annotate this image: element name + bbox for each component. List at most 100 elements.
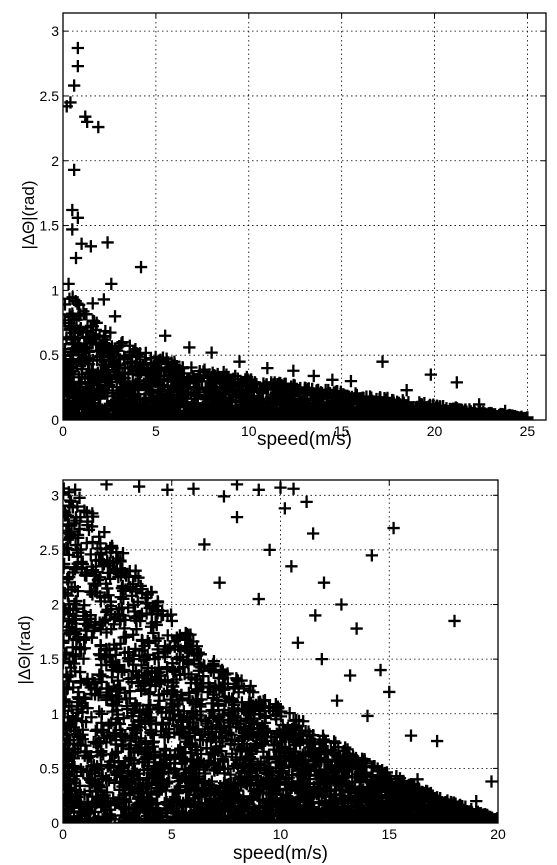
data-point: [84, 390, 98, 403]
data-point: [66, 203, 79, 217]
data-point: [195, 661, 208, 674]
data-point: [329, 395, 342, 408]
data-point: [86, 297, 99, 310]
data-point: [97, 293, 111, 306]
data-point: [63, 384, 72, 398]
data-point: [151, 412, 164, 420]
data-point: [242, 392, 255, 405]
data-point: [283, 396, 297, 409]
data-point: [353, 413, 367, 420]
data-point: [116, 738, 130, 751]
y-tick-label: 0.5: [40, 760, 60, 776]
x-tick-label: 5: [168, 826, 176, 842]
data-point: [192, 412, 205, 420]
y-tick-label: 1.5: [40, 218, 60, 234]
data-point: [71, 211, 85, 224]
data-point: [267, 378, 280, 391]
data-point: [156, 716, 170, 729]
data-point: [86, 314, 100, 327]
x-tick-label: 5: [152, 423, 160, 439]
data-point: [151, 607, 164, 620]
data-point: [71, 41, 85, 55]
data-point: [69, 251, 83, 265]
data-point: [183, 341, 196, 354]
data-point: [134, 260, 148, 274]
x-axis-label: speed(m/s): [257, 429, 352, 450]
data-point: [129, 642, 142, 656]
x-tick-label: 20: [427, 423, 443, 439]
data-point: [85, 377, 98, 390]
data-point: [134, 408, 147, 420]
data-point: [129, 393, 142, 407]
data-point: [72, 298, 86, 311]
y-tick-label: 2: [51, 597, 59, 613]
data-point: [173, 727, 186, 741]
data-point: [93, 530, 106, 543]
data-point: [256, 387, 270, 400]
data-point: [206, 386, 219, 399]
data-point: [498, 404, 512, 418]
data-point: [70, 360, 83, 373]
data-point: [225, 395, 239, 409]
data-point: [81, 115, 94, 129]
data-point: [79, 808, 92, 821]
data-point: [325, 412, 339, 420]
y-tick-label: 2: [51, 153, 59, 169]
data-point: [150, 356, 164, 369]
data-point: [221, 409, 235, 420]
data-point: [270, 713, 283, 726]
data-point: [101, 236, 114, 249]
data-point: [386, 393, 399, 407]
data-point: [78, 599, 91, 612]
data-point: [137, 763, 151, 777]
data-point: [205, 402, 218, 415]
data-point: [172, 744, 185, 757]
data-point: [394, 409, 407, 420]
data-point: [247, 686, 260, 699]
data-point: [146, 365, 159, 378]
data-point: [97, 346, 111, 359]
data-point: [207, 370, 220, 383]
data-point: [86, 328, 99, 341]
data-point: [108, 310, 122, 323]
data-point: [84, 548, 97, 561]
data-point: [269, 405, 282, 418]
data-point: [67, 163, 81, 176]
data-point: [76, 706, 89, 719]
data-point: [115, 739, 128, 753]
data-point: [241, 413, 254, 420]
data-point: [74, 665, 87, 679]
data-point: [125, 671, 138, 685]
data-point: [233, 355, 246, 368]
data-point: [181, 374, 194, 387]
data-point: [148, 375, 162, 388]
data-point: [320, 388, 334, 402]
data-point: [73, 491, 86, 504]
data-point: [101, 582, 114, 595]
data-point: [401, 407, 415, 420]
data-point: [95, 403, 109, 416]
data-point: [293, 394, 307, 407]
data-point: [63, 298, 72, 311]
data-point: [128, 391, 141, 405]
data-point: [169, 366, 182, 379]
x-tick-label: 0: [59, 826, 67, 842]
data-point: [64, 410, 78, 420]
data-point: [154, 363, 168, 376]
data-point: [92, 120, 105, 134]
data-point: [63, 675, 76, 688]
data-point: [135, 633, 149, 647]
data-point: [75, 237, 88, 250]
data-point: [63, 342, 72, 356]
data-point: [99, 387, 112, 400]
data-point: [67, 381, 80, 395]
data-point: [280, 384, 293, 398]
data-point: [115, 371, 128, 384]
data-points: [63, 41, 534, 420]
x-tick-label: 0: [59, 423, 67, 439]
data-point: [66, 352, 79, 366]
data-point: [87, 577, 100, 590]
data-point: [70, 769, 83, 783]
data-point: [242, 374, 255, 387]
